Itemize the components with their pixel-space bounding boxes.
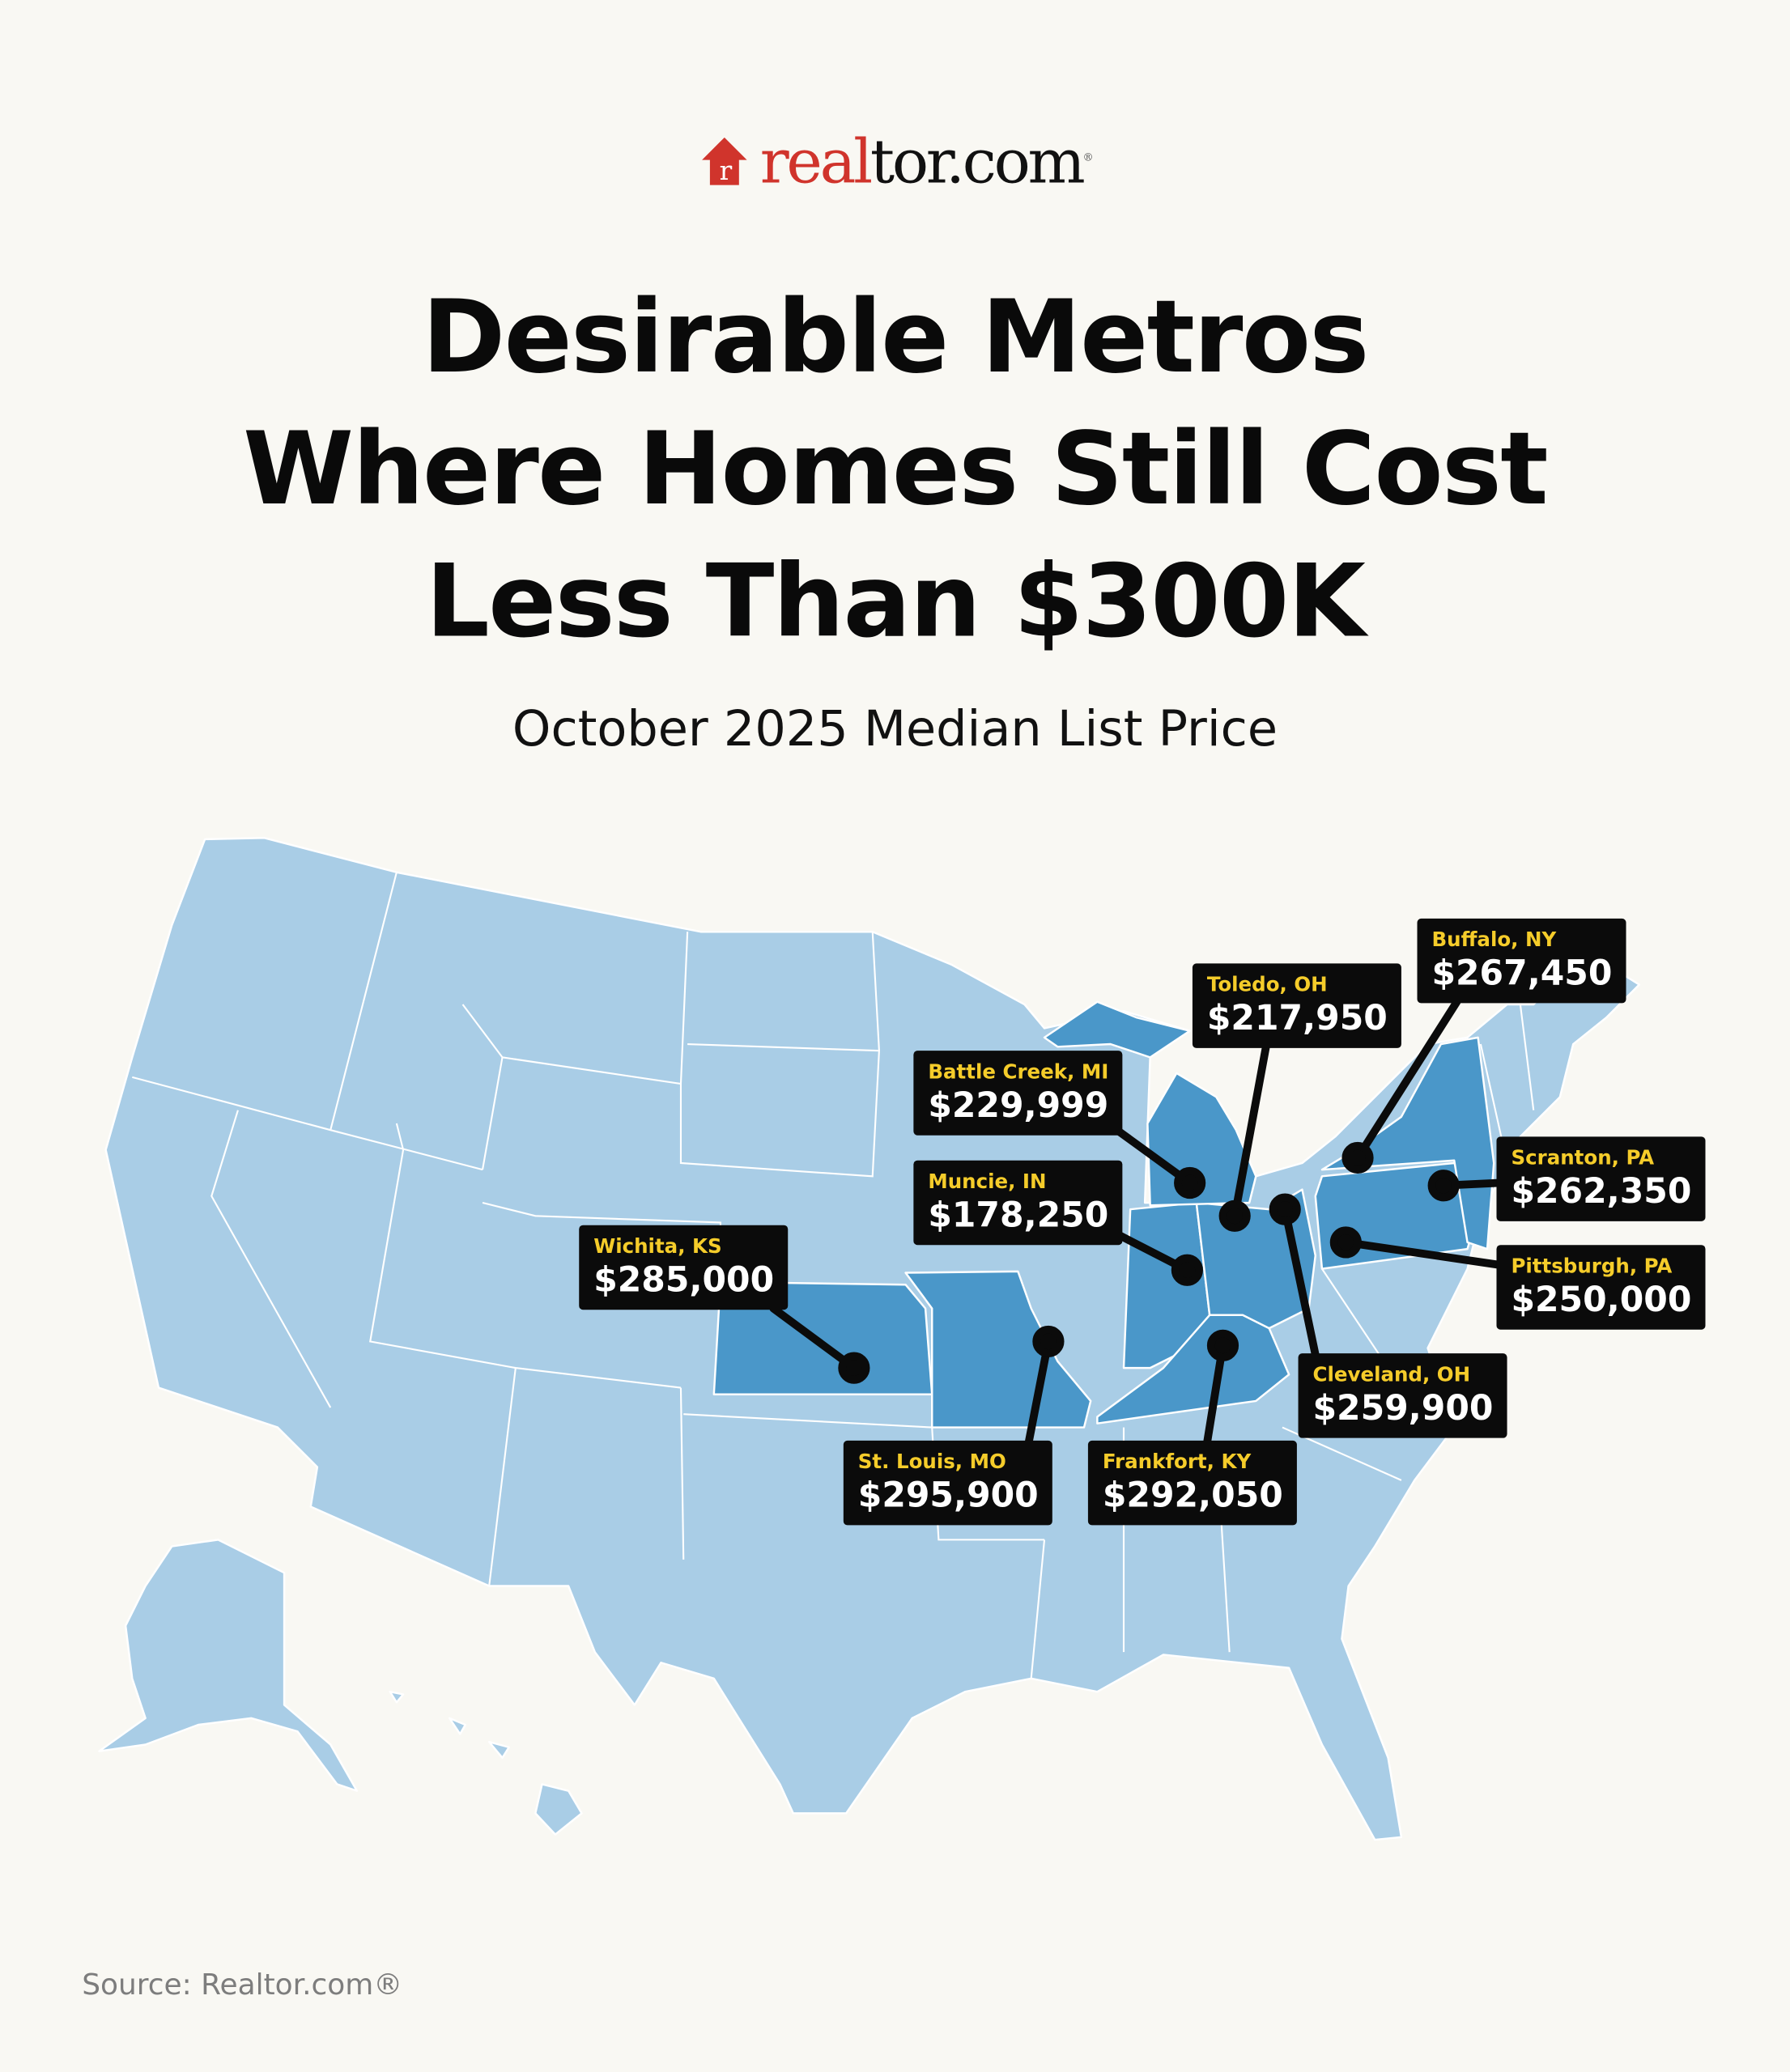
alaska [98,1539,359,1792]
marker-cleveland [1269,1193,1301,1225]
source-note: Source: Realtor.com® [82,1969,403,2002]
marker-battle-creek [1174,1166,1206,1199]
callout-wichita: Wichita, KS $285,000 [579,1225,788,1310]
realtor-logo: r realtor.com® [0,125,1790,197]
callout-buffalo: Buffalo, NY $267,450 [1417,918,1626,1004]
leader-buffalo [1354,997,1461,1162]
metro-name: Toledo, OH [1206,972,1328,997]
registered-mark: ® [1082,151,1094,163]
state-kansas [712,1280,933,1395]
callout-muncie: Muncie, IN $178,250 [913,1160,1122,1246]
metro-price: $178,250 [928,1195,1109,1236]
callout-pittsburgh: Pittsburgh, PA $250,000 [1496,1245,1705,1330]
state-new-york [1320,1036,1495,1250]
metro-price: $285,000 [593,1260,775,1301]
hawaii [389,1690,583,1836]
logo-text-black: tor.com [869,125,1086,197]
state-kentucky [1096,1314,1290,1424]
callout-battle-creek: Battle Creek, MI $229,999 [913,1051,1122,1136]
metro-name: Scranton, PA [1511,1145,1655,1170]
logo-text-red: real [759,125,873,197]
metro-name: Buffalo, NY [1431,928,1557,952]
metro-name: Muncie, IN [928,1170,1047,1194]
metro-price: $267,450 [1431,953,1613,994]
metro-price: $250,000 [1511,1280,1692,1321]
title-line-3: Less Than $300K [425,541,1366,660]
metro-name: Wichita, KS [593,1234,722,1259]
metro-price: $262,350 [1511,1172,1692,1212]
marker-scranton [1427,1170,1460,1202]
leader-st-louis [1024,1337,1052,1448]
house-logo-icon: r [701,137,747,186]
callout-toledo: Toledo, OH $217,950 [1192,963,1401,1048]
metro-name: St. Louis, MO [857,1450,1006,1474]
marker-buffalo [1341,1141,1374,1174]
state-borders [132,872,1535,1679]
state-michigan [1043,1000,1257,1207]
leader-toledo [1231,1040,1271,1221]
metro-price: $229,999 [928,1086,1109,1127]
metro-name: Cleveland, OH [1312,1362,1471,1386]
page-title: Desirable Metros Where Homes Still Cost … [0,271,1790,668]
metro-price: $295,900 [857,1475,1039,1516]
marker-st-louis [1032,1325,1065,1358]
leader-wichita [769,1304,858,1372]
marker-frankfort [1206,1329,1239,1361]
leader-cleveland [1281,1205,1320,1359]
title-line-1: Desirable Metros [422,277,1369,396]
subtitle: October 2025 Median List Price [512,700,1278,758]
metro-name: Battle Creek, MI [928,1059,1109,1085]
callout-cleveland: Cleveland, OH $259,900 [1298,1353,1507,1438]
leader-frankfort [1202,1341,1227,1448]
metro-price: $292,050 [1102,1475,1283,1516]
marker-toledo [1218,1199,1251,1232]
callout-frankfort: Frankfort, KY $292,050 [1087,1440,1297,1526]
metro-price: $259,900 [1312,1389,1494,1429]
callout-st-louis: St. Louis, MO $295,900 [843,1440,1052,1526]
callout-scranton: Scranton, PA $262,350 [1496,1136,1705,1221]
title-line-2: Where Homes Still Cost [243,410,1548,528]
marker-muncie [1171,1254,1203,1286]
leader-pittsburgh [1341,1238,1503,1269]
state-missouri [904,1270,1092,1429]
metro-name: Frankfort, KY [1102,1450,1252,1474]
metro-name: Pittsburgh, PA [1511,1254,1673,1279]
marker-pittsburgh [1329,1226,1362,1259]
marker-wichita [838,1352,870,1384]
metro-price: $217,950 [1206,999,1388,1039]
callout-leaders [769,997,1503,1448]
